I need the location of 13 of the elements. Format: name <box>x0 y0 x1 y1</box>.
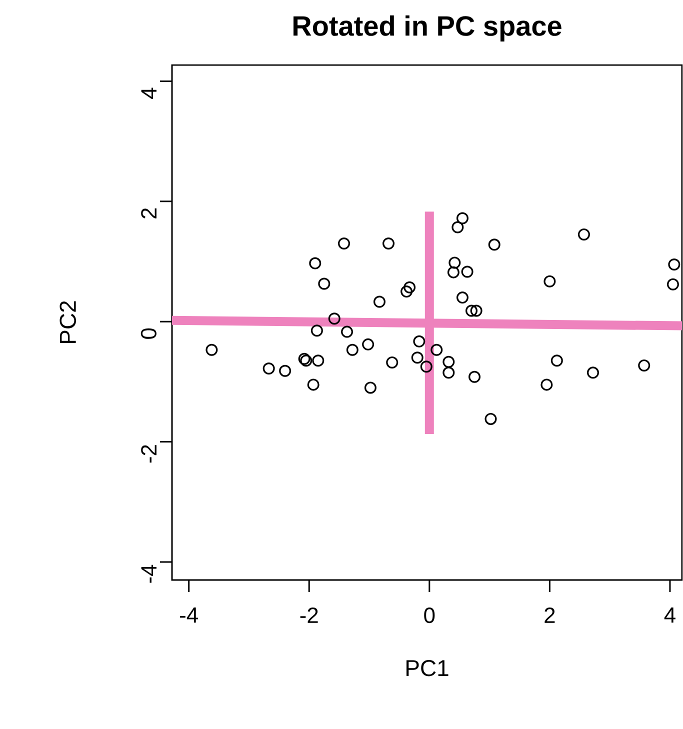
x-tick-label: 0 <box>424 608 435 624</box>
x-tick-label: 4 <box>664 608 676 623</box>
x-tick-label: -4 <box>180 608 198 623</box>
x-tick-label: -2 <box>300 608 318 623</box>
y-tick-label: -2 <box>141 445 157 463</box>
y-tick-label: 0 <box>141 328 157 339</box>
y-tick-label: -4 <box>141 564 157 583</box>
y-axis-title: PC2 <box>60 301 76 343</box>
x-tick-label: 2 <box>544 608 555 623</box>
y-tick-label: 2 <box>141 208 157 218</box>
y-tick-label: 4 <box>141 88 157 99</box>
chart-title: Rotated in PC space <box>294 15 562 42</box>
x-axis-title: PC1 <box>406 660 448 676</box>
